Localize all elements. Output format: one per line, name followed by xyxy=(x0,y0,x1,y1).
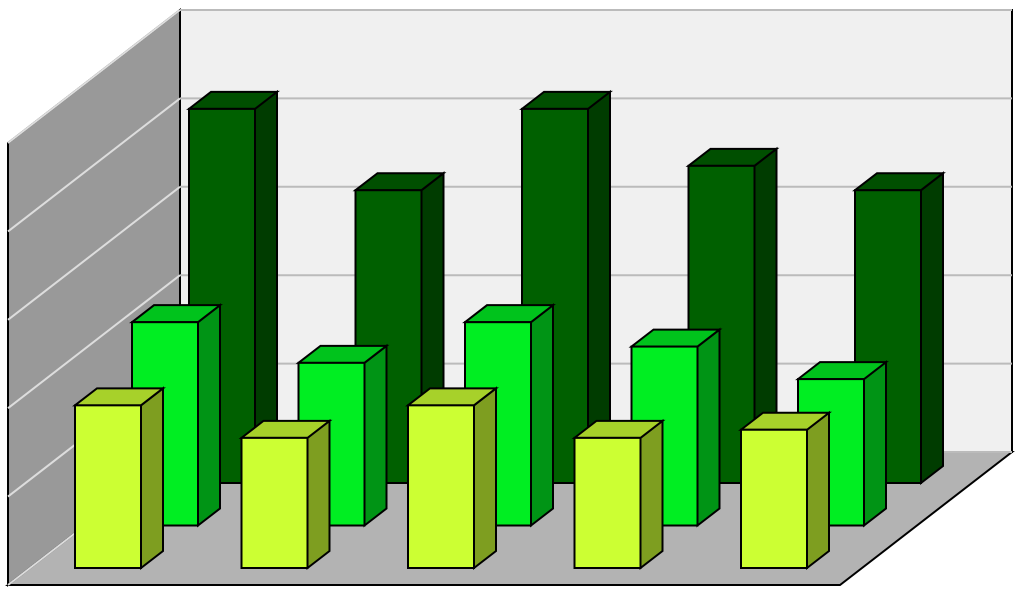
bar-side xyxy=(696,327,721,528)
bars xyxy=(72,89,946,571)
grid-line xyxy=(7,274,181,409)
bar xyxy=(407,404,475,569)
bar xyxy=(74,404,142,569)
bar-side xyxy=(140,386,164,571)
bar-side xyxy=(639,418,664,571)
bar xyxy=(240,436,309,570)
bar xyxy=(573,436,642,570)
bar-side xyxy=(197,303,221,528)
bar-side xyxy=(920,171,944,486)
bar-group xyxy=(405,386,499,571)
bar-side xyxy=(530,303,554,528)
bar-side xyxy=(473,386,497,571)
grid-line xyxy=(7,97,181,233)
grid-line xyxy=(7,9,181,144)
bar-group xyxy=(72,386,166,571)
bar-side xyxy=(306,418,331,571)
bar xyxy=(740,428,808,569)
grid-line xyxy=(7,186,181,321)
bar-group xyxy=(571,418,666,571)
bar-group xyxy=(238,418,333,571)
bar-side xyxy=(363,343,388,528)
bar-side xyxy=(863,360,887,528)
bar-side xyxy=(806,410,830,571)
bar-group xyxy=(738,410,832,571)
